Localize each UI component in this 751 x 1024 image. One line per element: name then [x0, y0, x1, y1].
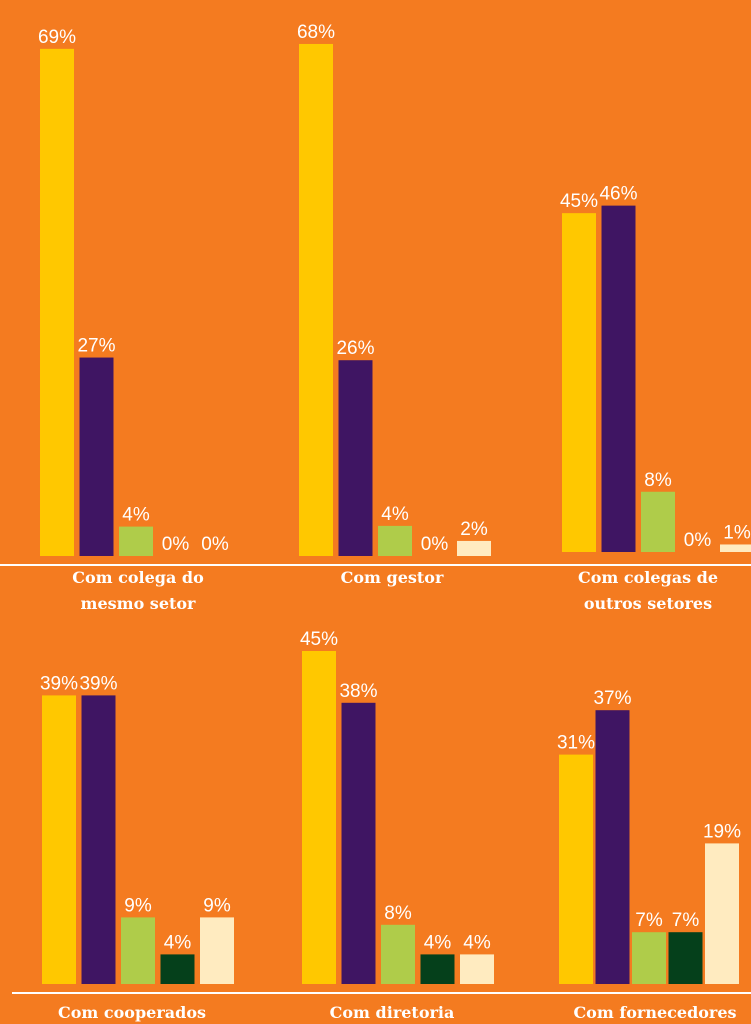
bar-4-4	[160, 954, 195, 984]
value-label-5-5: 4%	[463, 932, 491, 953]
bar-group-2: 68% 26% 4% 0% 2% Com gestor	[297, 22, 491, 587]
bar-2-5	[457, 540, 491, 556]
category-label-6: Com fornecedores	[573, 1003, 736, 1022]
category-label-3-line-1: Com colegas de	[578, 568, 718, 587]
bar-group-6: 31% 37% 7% 7% 19% Com fornecedores	[557, 688, 741, 1022]
value-label-5-1: 45%	[300, 629, 338, 650]
category-label-3-line-2: outros setores	[584, 594, 712, 613]
value-label-2-2: 26%	[336, 338, 374, 359]
bar-4-5	[200, 917, 234, 984]
value-label-6-5: 19%	[703, 821, 741, 842]
category-label-1-line-2: mesmo setor	[81, 594, 197, 613]
bar-1-2	[79, 357, 114, 556]
category-label-2: Com gestor	[341, 568, 444, 587]
value-label-4-1: 39%	[40, 673, 78, 694]
category-label-4: Com cooperados	[58, 1003, 206, 1022]
bar-5-4	[420, 954, 455, 984]
bar-5-5	[460, 954, 494, 984]
value-label-6-2: 37%	[593, 688, 631, 709]
value-label-3-1: 45%	[560, 191, 598, 212]
category-label-5: Com diretoria	[330, 1003, 455, 1022]
bar-2-3	[378, 525, 412, 556]
value-label-5-4: 4%	[424, 932, 452, 953]
value-label-6-1: 31%	[557, 733, 595, 754]
value-label-2-1: 68%	[297, 22, 335, 43]
bar-group-4: 39% 39% 9% 4% 9% Com cooperados	[40, 673, 234, 1022]
bar-3-5	[720, 544, 751, 552]
bar-3-2	[601, 205, 636, 552]
value-label-1-2: 27%	[77, 336, 115, 357]
value-label-1-4: 0%	[162, 534, 190, 555]
bar-6-1	[559, 754, 593, 984]
bar-1-1	[40, 48, 74, 556]
bar-6-5	[705, 843, 739, 984]
value-label-6-4: 7%	[672, 910, 700, 931]
value-label-3-3: 8%	[644, 470, 672, 491]
value-label-5-2: 38%	[339, 681, 377, 702]
value-label-4-5: 9%	[203, 895, 231, 916]
bar-group-1: 69% 27% 4% 0% 0% Com colega do mesmo setor	[38, 27, 229, 613]
bar-6-2	[595, 710, 630, 984]
bar-2-1	[299, 43, 333, 556]
value-label-4-3: 9%	[124, 895, 152, 916]
bar-6-3	[632, 932, 666, 984]
value-label-2-3: 4%	[381, 504, 409, 525]
value-label-1-5: 0%	[201, 534, 229, 555]
bar-4-1	[42, 695, 76, 984]
bar-5-3	[381, 924, 415, 984]
bar-6-4	[668, 932, 703, 984]
value-label-5-3: 8%	[384, 903, 412, 924]
bar-3-3	[641, 491, 675, 552]
category-label-1-line-1: Com colega do	[72, 568, 204, 587]
value-label-2-5: 2%	[460, 519, 488, 540]
bar-4-3	[121, 917, 155, 984]
value-label-3-5: 1%	[723, 522, 751, 543]
value-label-1-1: 69%	[38, 27, 76, 48]
value-label-3-4: 0%	[684, 530, 712, 551]
bar-1-3	[119, 526, 153, 556]
value-label-6-3: 7%	[635, 910, 663, 931]
bar-5-2	[341, 702, 376, 984]
bar-group-3: 45% 46% 8% 0% 1% Com colegas de outros setores	[560, 184, 751, 613]
value-label-4-2: 39%	[79, 673, 117, 694]
bar-3-1	[562, 213, 596, 552]
value-label-3-2: 46%	[599, 184, 637, 205]
value-label-2-4: 0%	[421, 534, 449, 555]
bar-4-2	[81, 695, 116, 984]
bar-5-1	[302, 651, 336, 984]
value-label-1-3: 4%	[122, 505, 150, 526]
value-label-4-4: 4%	[164, 932, 192, 953]
bar-group-5: 45% 38% 8% 4% 4% Com diretoria	[300, 629, 494, 1022]
bar-2-2	[338, 360, 373, 556]
